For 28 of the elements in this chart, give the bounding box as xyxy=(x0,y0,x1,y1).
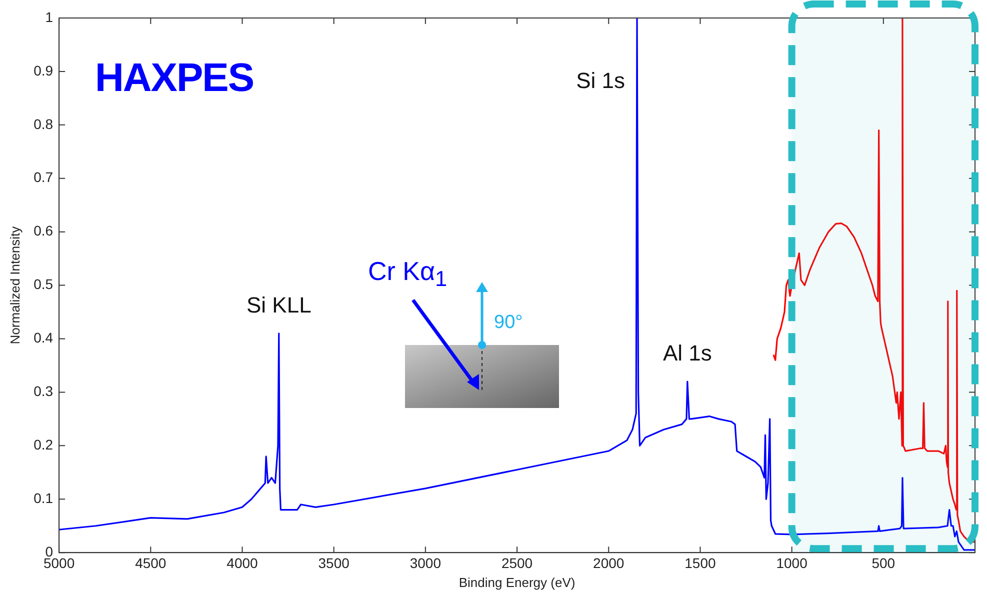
annotation: Cr Kα$_{1}$ xyxy=(368,256,448,292)
x-tick-label: 2000 xyxy=(593,554,624,571)
annotation: Si KLL xyxy=(246,292,312,318)
x-tick-label: 500 xyxy=(872,554,896,571)
y-axis-title: Normalized Intensity xyxy=(7,226,22,344)
x-tick-label: 1500 xyxy=(684,554,716,571)
x-axis-title: Binding Energy (eV) xyxy=(458,574,576,590)
y-tick-label: 0.3 xyxy=(34,383,54,400)
y-tick-label: 0 xyxy=(45,543,54,560)
annotation: 90° xyxy=(494,312,523,334)
y-tick-label: 0.9 xyxy=(34,62,54,78)
x-tick-label: 3500 xyxy=(318,554,350,571)
y-tick-label: 0.4 xyxy=(34,330,54,346)
y-tick-label: 0.1 xyxy=(34,490,54,506)
x-tick-label: 1000 xyxy=(776,554,808,571)
y-tick-label: 0.8 xyxy=(34,116,54,132)
y-tick-label: 0.2 xyxy=(34,436,54,453)
x-tick-label: 2500 xyxy=(501,554,533,571)
annotation: HAXPES xyxy=(95,56,254,101)
x-tick-label: 3000 xyxy=(410,554,442,571)
y-tick-label: 1 xyxy=(45,8,54,25)
x-tick-label: 4500 xyxy=(135,554,166,571)
y-tick-label: 0.7 xyxy=(34,169,54,186)
y-tick-label: 0.5 xyxy=(34,276,54,292)
y-tick-label: 0.6 xyxy=(34,222,54,239)
annotation: Al 1s xyxy=(662,340,712,366)
annotation: Si 1s xyxy=(576,68,626,94)
x-tick-label: 4000 xyxy=(226,554,258,571)
